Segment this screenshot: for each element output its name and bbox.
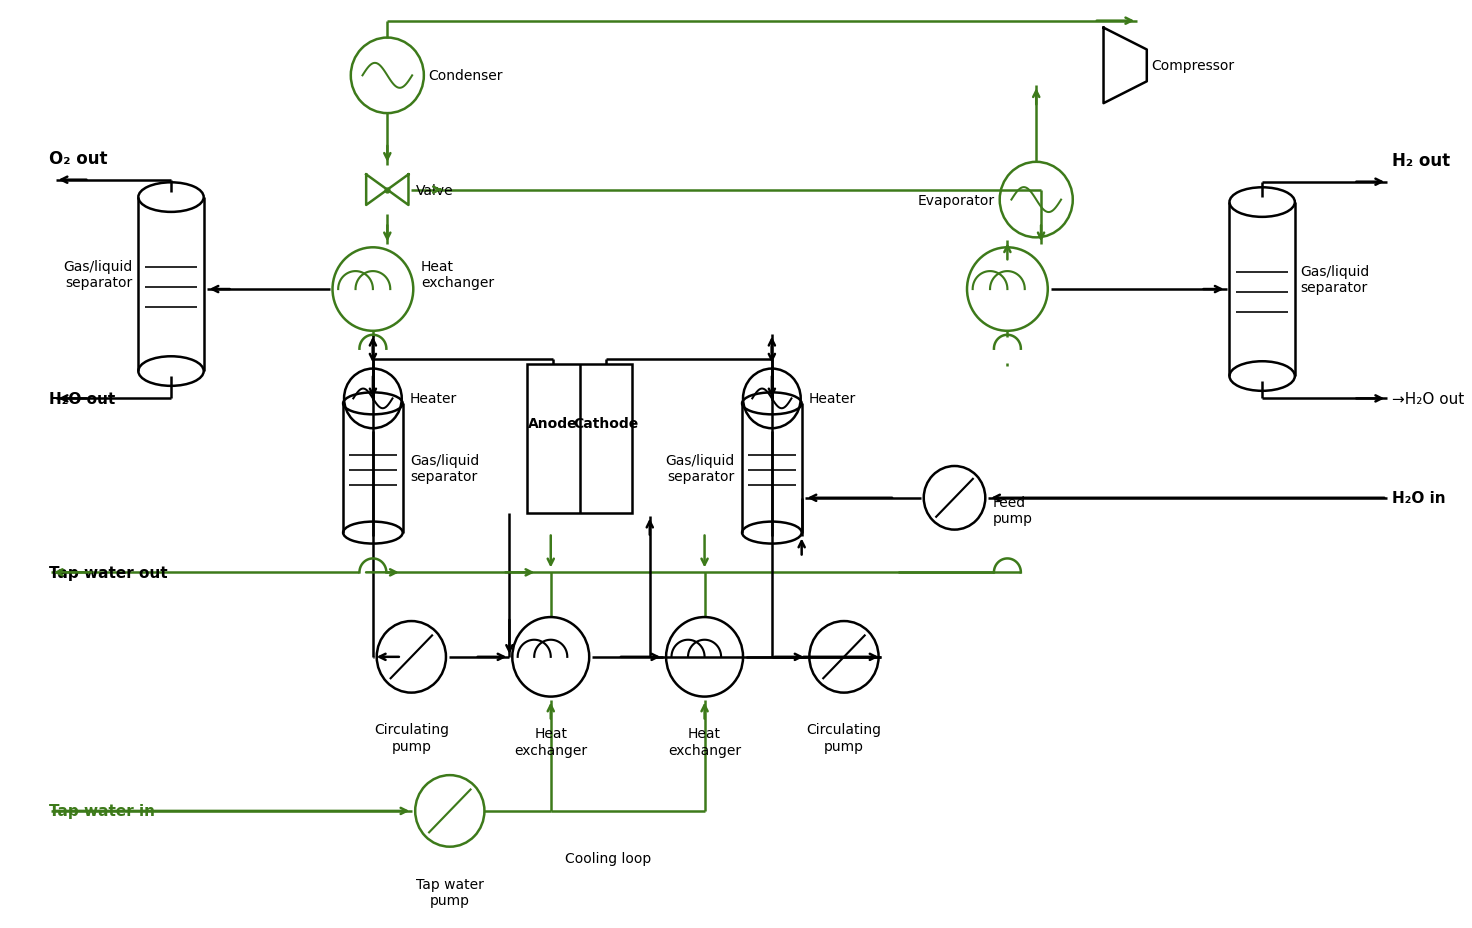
Text: Heat
exchanger: Heat exchanger — [421, 260, 495, 290]
Text: Gas/liquid
separator: Gas/liquid separator — [411, 454, 480, 483]
Text: Gas/liquid
separator: Gas/liquid separator — [665, 454, 735, 483]
Text: Circulating
pump: Circulating pump — [807, 723, 882, 753]
Text: Tap water out: Tap water out — [49, 565, 168, 580]
Text: Valve: Valve — [417, 184, 453, 198]
Text: Feed
pump: Feed pump — [994, 496, 1033, 525]
Text: Circulating
pump: Circulating pump — [374, 723, 449, 753]
Text: Condenser: Condenser — [428, 70, 503, 84]
Text: Gas/liquid
separator: Gas/liquid separator — [63, 260, 132, 290]
Text: Anode: Anode — [528, 417, 578, 431]
Text: Heater: Heater — [409, 392, 456, 406]
Text: Cathode: Cathode — [574, 417, 639, 431]
Text: Heater: Heater — [808, 392, 855, 406]
Text: Cooling loop: Cooling loop — [565, 851, 652, 865]
Text: Heat
exchanger: Heat exchanger — [668, 727, 740, 757]
Text: H₂O in: H₂O in — [1393, 491, 1446, 506]
Text: H₂ out: H₂ out — [1393, 151, 1450, 170]
Text: Tap water
pump: Tap water pump — [417, 877, 484, 907]
Text: O₂ out: O₂ out — [49, 149, 107, 168]
Text: →H₂O out: →H₂O out — [1393, 392, 1465, 406]
Text: Gas/liquid
separator: Gas/liquid separator — [1301, 264, 1370, 295]
Text: Tap water in: Tap water in — [49, 804, 155, 818]
Text: Evaporator: Evaporator — [917, 193, 995, 207]
Bar — [527, 364, 633, 513]
Text: H₂O out: H₂O out — [49, 392, 115, 406]
Text: Heat
exchanger: Heat exchanger — [514, 727, 587, 757]
Text: Compressor: Compressor — [1151, 59, 1235, 73]
